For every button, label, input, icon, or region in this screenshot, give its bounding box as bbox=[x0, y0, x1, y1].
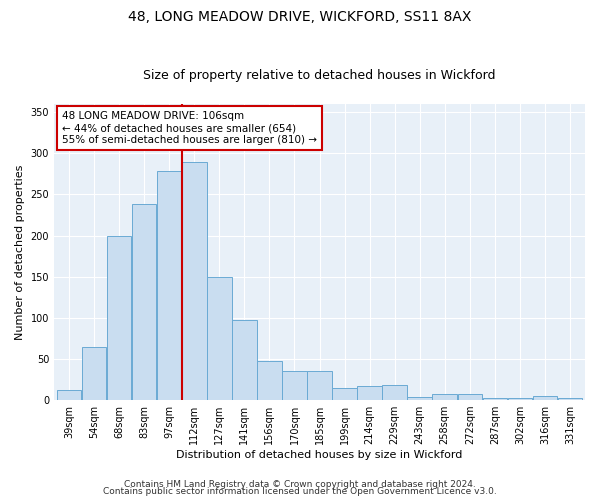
Bar bbox=[382, 386, 407, 400]
Bar bbox=[207, 276, 232, 400]
Bar bbox=[508, 398, 532, 400]
Bar bbox=[282, 372, 307, 400]
Bar bbox=[132, 204, 157, 400]
Title: Size of property relative to detached houses in Wickford: Size of property relative to detached ho… bbox=[143, 69, 496, 82]
Bar bbox=[182, 162, 206, 400]
Text: 48 LONG MEADOW DRIVE: 106sqm
← 44% of detached houses are smaller (654)
55% of s: 48 LONG MEADOW DRIVE: 106sqm ← 44% of de… bbox=[62, 112, 317, 144]
Bar bbox=[407, 397, 432, 400]
Bar bbox=[107, 236, 131, 400]
X-axis label: Distribution of detached houses by size in Wickford: Distribution of detached houses by size … bbox=[176, 450, 463, 460]
Bar bbox=[257, 360, 282, 400]
Bar bbox=[558, 398, 582, 400]
Text: 48, LONG MEADOW DRIVE, WICKFORD, SS11 8AX: 48, LONG MEADOW DRIVE, WICKFORD, SS11 8A… bbox=[128, 10, 472, 24]
Bar bbox=[82, 346, 106, 400]
Y-axis label: Number of detached properties: Number of detached properties bbox=[15, 164, 25, 340]
Bar bbox=[157, 172, 182, 400]
Bar bbox=[482, 398, 507, 400]
Text: Contains HM Land Registry data © Crown copyright and database right 2024.: Contains HM Land Registry data © Crown c… bbox=[124, 480, 476, 489]
Bar bbox=[533, 396, 557, 400]
Bar bbox=[358, 386, 382, 400]
Bar bbox=[433, 394, 457, 400]
Bar bbox=[332, 388, 357, 400]
Bar bbox=[458, 394, 482, 400]
Text: Contains public sector information licensed under the Open Government Licence v3: Contains public sector information licen… bbox=[103, 487, 497, 496]
Bar bbox=[232, 320, 257, 400]
Bar bbox=[307, 372, 332, 400]
Bar bbox=[57, 390, 82, 400]
